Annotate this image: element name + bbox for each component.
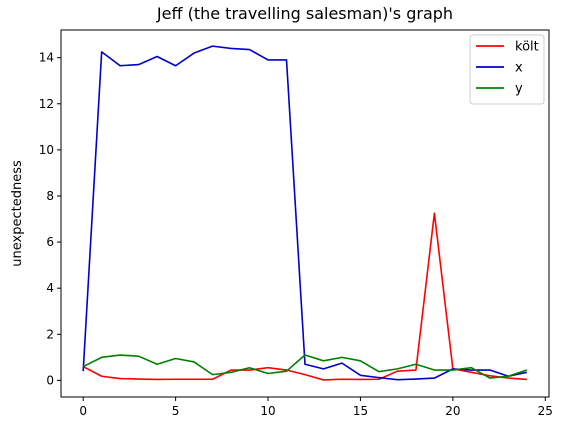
series-line-x [82, 45, 527, 381]
legend-label: x [515, 61, 523, 76]
chart-title: Jeff (the travelling salesman)'s graph [156, 4, 453, 23]
legend: költ xy [469, 34, 545, 105]
y-tick-label: 10 [39, 143, 54, 157]
x-tick-label: 5 [172, 404, 180, 418]
y-tick-label: 14 [39, 51, 54, 65]
y-tick-label: 8 [46, 189, 54, 203]
series-layer [82, 45, 528, 381]
legend-box [469, 34, 545, 105]
x-tick-label: 25 [538, 404, 553, 418]
y-tick-label: 6 [46, 235, 54, 249]
y-tick-label: 4 [46, 281, 54, 295]
series-line-y [82, 354, 528, 379]
x-tick-label: 10 [260, 404, 275, 418]
y-axis: 0 2 4 6 8 10 12 14 [39, 51, 61, 387]
x-tick-label: 0 [79, 404, 87, 418]
y-tick-label: 2 [46, 327, 54, 341]
legend-label: költ [515, 40, 539, 55]
y-tick-label: 12 [39, 97, 54, 111]
y-tick-label: 0 [46, 373, 54, 387]
legend-label: y [515, 82, 523, 97]
x-tick-label: 20 [445, 404, 460, 418]
plot-frame [60, 29, 550, 398]
x-axis: 0 5 10 15 20 25 [79, 397, 553, 418]
y-axis-title: unexpectedness [10, 160, 25, 267]
x-tick-label: 15 [353, 404, 368, 418]
